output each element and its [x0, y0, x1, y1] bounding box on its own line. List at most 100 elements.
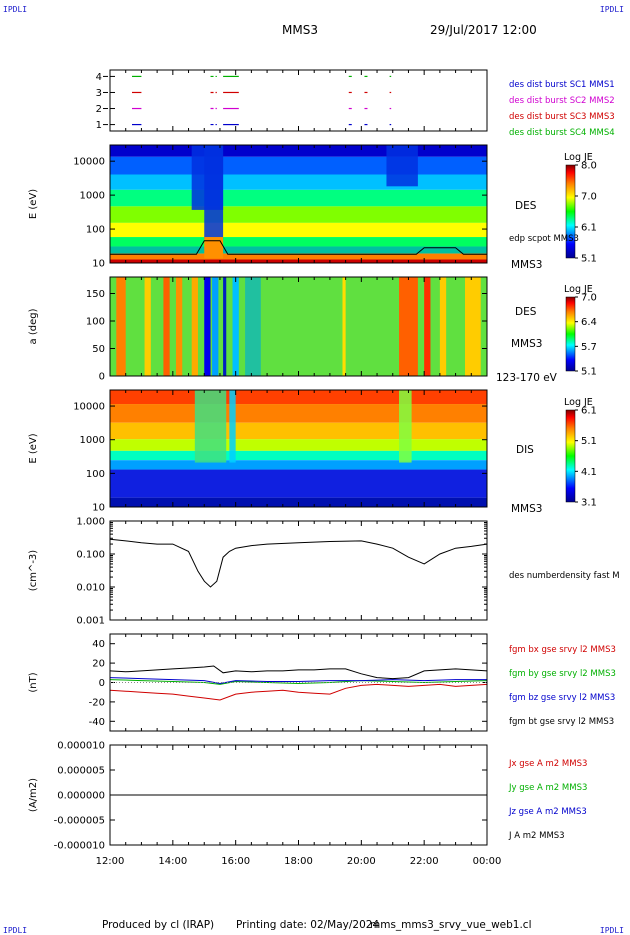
- des-pitch-colorbar-tick-label: 5.7: [581, 342, 597, 353]
- des-pitch-spacecraft-label: MMS3: [511, 338, 542, 350]
- bfield-y-label: (nT): [28, 672, 39, 692]
- spectrogram-band: [110, 174, 487, 190]
- dis-energy-spacecraft-label: MMS3: [511, 503, 542, 515]
- spectrogram-stripe: [144, 277, 151, 376]
- spectrogram-band: [110, 422, 487, 440]
- current-y-tick-label: -0.000010: [54, 841, 105, 852]
- bfield-series-line: [109, 677, 487, 685]
- dis-energy-y-tick-label: 10000: [73, 402, 105, 413]
- burst-y-tick-label: 4: [96, 72, 102, 83]
- x-tick-label: 16:00: [221, 856, 250, 867]
- corner-label-top-left: IPDLI: [3, 5, 28, 14]
- footer-file-name: mms_mms3_srvy_vue_web1.cl: [370, 919, 532, 931]
- spectrogram-gap: [399, 390, 412, 463]
- spectrogram-stripe: [424, 277, 431, 376]
- des-pitch-y-tick-label: 0: [99, 372, 105, 383]
- des-energy-colorbar-title: Log JE: [564, 152, 593, 163]
- spectrogram-stripe: [223, 277, 227, 376]
- bfield-legend-entry: fgm bt gse srvy l2 MMS3: [509, 717, 614, 727]
- des-energy-spectrogram: [110, 145, 487, 263]
- bfield-y-tick-label: -20: [89, 697, 105, 708]
- des-pitch-spectrogram: [110, 277, 487, 376]
- spectrogram-band: [110, 246, 487, 254]
- spectrogram-stripe: [163, 277, 170, 376]
- density-legend-entry: des numberdensity fast M: [509, 571, 620, 581]
- density-y-tick-label: 0.001: [76, 616, 105, 627]
- dis-energy-colorbar-tick-label: 5.1: [581, 436, 597, 447]
- current-legend-entry: Jx gse A m2 MMS3: [508, 759, 587, 769]
- des-pitch-colorbar-title: Log JE: [564, 284, 593, 295]
- current-legend-entry: J A m2 MMS3: [508, 831, 565, 841]
- dis-energy-colorbar: [565, 409, 576, 503]
- spectrogram-stripe: [212, 277, 219, 376]
- dis-energy-y-label: E (eV): [28, 433, 39, 463]
- bfield-legend-entry: fgm by gse srvy l2 MMS3: [509, 669, 616, 679]
- current-y-tick-label: 0.000005: [57, 766, 105, 777]
- des-pitch-colorbar-tick-label: 5.1: [581, 367, 597, 378]
- scpot-line: [110, 240, 487, 255]
- des-energy-colorbar-tick-label: 8.0: [581, 161, 597, 172]
- x-tick-label: 14:00: [158, 856, 187, 867]
- des-energy-scpot-label: edp scpot MMS3: [509, 234, 579, 244]
- spectrogram-stripe: [245, 277, 261, 376]
- des-pitch-colorbar-tick-label: 6.4: [581, 317, 597, 328]
- dis-energy-colorbar-title: Log JE: [564, 397, 593, 408]
- corner-label-top-right: IPDLI: [599, 5, 624, 14]
- burst-y-tick-label: 1: [96, 120, 102, 131]
- spectrogram-band: [110, 145, 487, 157]
- des-pitch-energy-range-label: 123-170 eV: [496, 372, 558, 384]
- des-energy-y-tick-label: 10000: [73, 157, 105, 168]
- spectrogram-gap: [229, 390, 236, 463]
- des-pitch-y-tick-label: 50: [92, 344, 105, 355]
- des-energy-colorbar-tick-label: 7.0: [581, 192, 597, 203]
- dis-energy-y-tick-label: 10: [92, 503, 105, 514]
- des-pitch-colorbar-tick-label: 7.0: [581, 293, 597, 304]
- spectrogram-gap: [194, 390, 227, 463]
- spectrogram-band: [110, 439, 487, 451]
- spectrogram-band: [110, 450, 487, 461]
- spectrogram-gap: [386, 145, 418, 187]
- spectrogram-stripe: [116, 277, 126, 376]
- spectrogram-patch: [204, 237, 224, 259]
- des-energy-colorbar-tick-label: 6.1: [581, 223, 597, 234]
- current-legend-entry: Jy gse A m2 MMS3: [508, 783, 587, 793]
- spectrogram-band: [110, 460, 487, 470]
- spectrogram-band: [110, 206, 487, 223]
- current-legend-entry: Jz gse A m2 MMS3: [508, 807, 587, 817]
- des-energy-colorbar-tick-label: 5.1: [581, 254, 597, 265]
- footer-printing-date: Printing date: 02/May/2024: [236, 919, 380, 931]
- des-energy-y-label: E (eV): [28, 189, 39, 219]
- dis-energy-y-tick-label: 1000: [80, 435, 105, 446]
- bfield-series-line: [109, 679, 488, 685]
- des-pitch-y-tick-label: 100: [86, 317, 105, 328]
- datetime-title: 29/Jul/2017 12:00: [430, 23, 537, 37]
- footer-produced-by: Produced by cl (IRAP): [102, 919, 215, 931]
- spectrogram-band: [110, 222, 487, 238]
- spectrogram-stripe: [175, 277, 183, 376]
- x-tick-label: 00:00: [473, 856, 502, 867]
- spectrogram-band: [110, 189, 487, 207]
- des-pitch-instrument-label: DES: [515, 306, 537, 318]
- burst-legend-entry: des dist burst SC3 MMS3: [509, 112, 615, 122]
- spectrogram-band: [110, 237, 487, 247]
- corner-label-bottom-right: IPDLI: [599, 926, 624, 935]
- corner-label-bottom-left: IPDLI: [3, 926, 28, 935]
- density-y-label: (cm^-3): [28, 550, 39, 591]
- burst-y-tick-label: 3: [96, 88, 102, 99]
- x-tick-label: 18:00: [284, 856, 313, 867]
- x-tick-label: 20:00: [347, 856, 376, 867]
- des-energy-y-tick-label: 10: [92, 259, 105, 270]
- bfield-y-tick-label: 40: [92, 639, 105, 650]
- des-pitch-y-tick-label: 150: [86, 289, 105, 300]
- density-y-tick-label: 0.010: [76, 583, 105, 594]
- bfield-legend-entry: fgm bx gse srvy l2 MMS3: [509, 645, 616, 655]
- density-series-line: [109, 538, 488, 588]
- dis-energy-colorbar-tick-label: 6.1: [581, 406, 597, 417]
- bfield-y-tick-label: 0: [99, 678, 105, 689]
- x-tick-label: 22:00: [410, 856, 439, 867]
- des-energy-y-tick-label: 100: [86, 225, 105, 236]
- density-y-tick-label: 0.100: [76, 550, 105, 561]
- spectrogram-stripe: [204, 277, 211, 376]
- density-frame: [109, 520, 488, 621]
- burst-panel-frame: [109, 69, 488, 132]
